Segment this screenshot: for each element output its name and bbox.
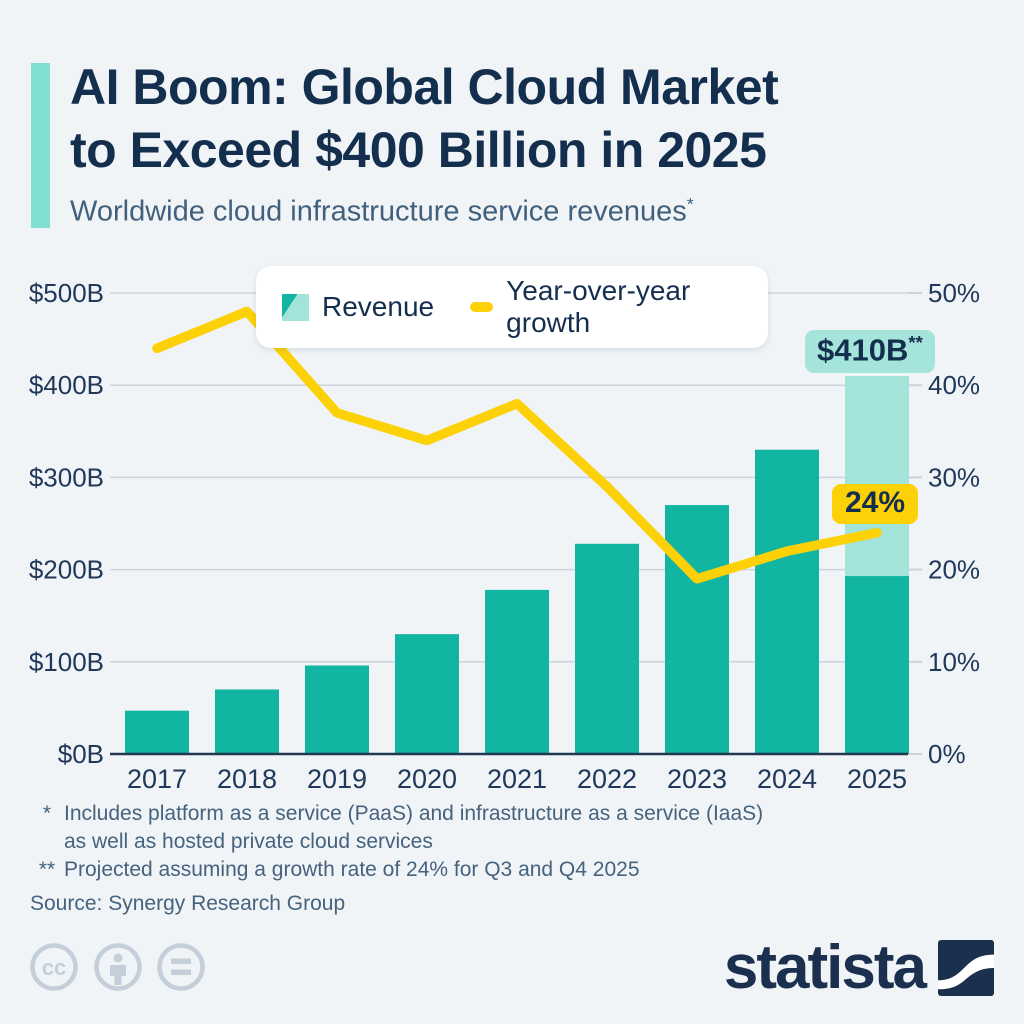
projection-footnote-marker: **: [908, 332, 923, 353]
bar-actual-2025: [845, 576, 909, 754]
cc-icon: cc: [30, 943, 78, 991]
footnote-1-text: Includes platform as a service (PaaS) an…: [64, 802, 764, 825]
bar-2023: [665, 505, 729, 754]
statista-wordmark: statista: [723, 933, 927, 1002]
page-title: AI Boom: Global Cloud Market to Exceed $…: [70, 56, 779, 182]
legend-label-growth: Year-over-year growth: [506, 275, 691, 338]
footnote-2: ** Projected assuming a growth rate of 2…: [30, 856, 820, 884]
right-axis-label: 20%: [928, 555, 980, 585]
footnote-1: * Includes platform as a service (PaaS) …: [30, 800, 820, 828]
x-axis-label-2023: 2023: [667, 764, 727, 794]
growth-line-dash-icon: [470, 302, 494, 312]
title-accent-bar: [31, 63, 50, 228]
footnote-1-continued: as well as hosted private cloud services: [30, 828, 820, 856]
x-axis-label-2019: 2019: [307, 764, 367, 794]
revenue-split-square-icon: [282, 293, 309, 321]
legend-item-revenue: Revenue: [282, 291, 434, 323]
x-axis-label-2022: 2022: [577, 764, 637, 794]
x-axis-label-2025: 2025: [847, 764, 907, 794]
revenue-bars: [125, 375, 909, 754]
attribution-person-icon: [94, 943, 142, 991]
left-axis-label: $300B: [29, 462, 104, 492]
right-axis-label: 40%: [928, 370, 980, 400]
bar-projected-2025: [845, 375, 909, 577]
right-axis-label: 30%: [928, 462, 980, 492]
left-axis-label: $500B: [29, 278, 104, 308]
left-axis-label: $200B: [29, 555, 104, 585]
x-axis-label-2017: 2017: [127, 764, 187, 794]
growth-2025-callout: 24%: [832, 484, 919, 524]
left-axis-label: $0B: [58, 739, 104, 769]
revenue-2025-callout: $410B**: [805, 330, 935, 374]
bar-2022: [575, 543, 639, 754]
source-line: Source: Synergy Research Group: [30, 892, 346, 915]
right-axis-label: 50%: [928, 278, 980, 308]
footnotes-block: * Includes platform as a service (PaaS) …: [30, 800, 820, 918]
svg-text:cc: cc: [42, 955, 66, 980]
footnote-1-marker: *: [42, 802, 52, 825]
axis-labels: $0B $100B $200B $300B $400B $500B 0% 10% 20% 30% 4…: [29, 278, 980, 794]
bar-2024: [755, 449, 819, 754]
footnote-2-marker: **: [38, 858, 56, 881]
cc-license-icons: cc: [30, 943, 205, 991]
bar-2021: [485, 589, 549, 754]
x-axis-label-2021: 2021: [487, 764, 547, 794]
right-axis-ticks: [908, 292, 922, 755]
statista-mark-icon: [938, 940, 994, 996]
right-axis-label: 10%: [928, 647, 980, 677]
title-line-1: AI Boom: Global Cloud Market: [70, 59, 779, 115]
left-axis-label: $100B: [29, 647, 104, 677]
bar-2018: [215, 689, 279, 754]
title-line-2: to Exceed $400 Billion in 2025: [70, 122, 767, 178]
legend-item-growth: Year-over-year growth: [470, 275, 742, 339]
footnote-1-text-2: as well as hosted private cloud services: [64, 830, 433, 853]
bar-2020: [395, 634, 459, 754]
footnote-2-text: Projected assuming a growth rate of 24% …: [64, 858, 640, 881]
chart-legend: Revenue Year-over-year growth: [256, 266, 768, 348]
statista-logo: statista: [723, 933, 994, 1002]
no-derivatives-equals-icon: [157, 943, 205, 991]
legend-label-revenue: Revenue: [322, 291, 435, 322]
bar-2017: [125, 710, 189, 754]
right-axis-label: 0%: [928, 739, 966, 769]
page-subtitle: Worldwide cloud infrastructure service r…: [70, 194, 694, 228]
bar-2019: [305, 665, 369, 754]
x-axis-label-2020: 2020: [397, 764, 457, 794]
x-axis-label-2018: 2018: [217, 764, 277, 794]
left-axis-label: $400B: [29, 370, 104, 400]
subtitle-footnote-marker: *: [686, 194, 694, 214]
x-axis-label-2024: 2024: [757, 764, 817, 794]
